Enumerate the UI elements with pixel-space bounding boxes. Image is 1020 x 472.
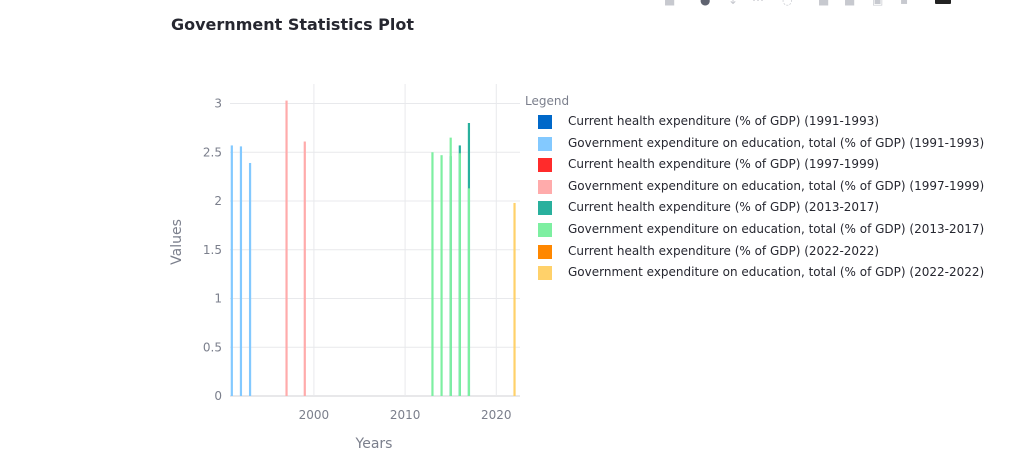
bar-series-6[interactable] (467, 188, 471, 396)
legend-swatch (538, 115, 552, 129)
modebar: ■ ● ↕ ⋯ ◌ ■ ■ ▣ ▪ (660, 0, 960, 10)
legend-label: Current health expenditure (% of GDP) (1… (568, 157, 880, 172)
bar-series-6[interactable] (449, 137, 452, 396)
select-icon[interactable]: ⋯ (752, 0, 764, 7)
camera-icon[interactable]: ■ (664, 0, 676, 7)
x-tick-labels: 2000 2010 2020 (299, 408, 512, 422)
bar-series-6[interactable] (458, 153, 461, 396)
legend-swatch (538, 266, 552, 281)
zoom-icon[interactable]: ● (700, 0, 711, 7)
x-tick-label: 2020 (481, 408, 512, 422)
legend-label: Government expenditure on education, tot… (568, 135, 985, 150)
x-tick-label: 2010 (390, 408, 421, 422)
bar-series-2[interactable] (239, 146, 243, 396)
plotly-logo-icon[interactable] (935, 0, 951, 4)
legend-swatch (538, 201, 552, 216)
bar-series-4[interactable] (303, 141, 306, 396)
x-tick-label: 2000 (299, 408, 330, 422)
legend-item[interactable]: Current health expenditure (% of GDP) (2… (525, 200, 879, 222)
legend-label: Current health expenditure (% of GDP) (2… (568, 243, 880, 258)
lasso-icon[interactable]: ◌ (782, 0, 793, 7)
bar-series-6[interactable] (431, 152, 434, 396)
x-axis-label: Years (355, 436, 393, 452)
y-tick-labels: 0 0.5 1 1.5 2 2.5 3 (203, 97, 222, 404)
legend-item[interactable]: Government expenditure on education, tot… (525, 179, 984, 201)
legend-item[interactable]: Current health expenditure (% of GDP) (1… (525, 114, 879, 136)
legend-swatch (538, 244, 552, 259)
y-tick-label: 2.5 (203, 145, 222, 159)
y-tick-label: 0 (214, 389, 222, 403)
legend-item[interactable]: Government expenditure on education, tot… (525, 136, 984, 158)
bar-series-2[interactable] (230, 145, 233, 396)
legend-items: Current health expenditure (% of GDP) (1… (525, 114, 984, 287)
zoom-out-icon[interactable]: ■ (844, 0, 856, 7)
legend-swatch (538, 179, 552, 194)
y-tick-label: 2 (214, 194, 222, 208)
zoom-in-icon[interactable]: ■ (818, 0, 830, 7)
y-tick-label: 3 (214, 97, 222, 111)
bar-series-8[interactable] (513, 202, 516, 396)
legend-label: Government expenditure on education, tot… (568, 178, 985, 193)
y-axis-label: Values (169, 219, 185, 265)
legend-item[interactable]: Government expenditure on education, tot… (525, 265, 984, 287)
bars (230, 100, 516, 396)
y-tick-label: 0.5 (203, 340, 222, 354)
bar-series-4[interactable] (285, 100, 288, 396)
reset-icon[interactable]: ▪ (900, 0, 909, 7)
legend-swatch (538, 158, 552, 173)
legend-item[interactable]: Current health expenditure (% of GDP) (2… (525, 244, 879, 266)
legend-label: Current health expenditure (% of GDP) (1… (568, 114, 880, 128)
legend-item[interactable]: Government expenditure on education, tot… (525, 222, 984, 244)
legend-swatch (538, 222, 552, 237)
legend-label: Government expenditure on education, tot… (568, 221, 985, 236)
bar-series-6[interactable] (440, 155, 443, 396)
legend-title: Legend (525, 94, 570, 108)
legend-label: Government expenditure on education, tot… (568, 265, 985, 280)
legend-swatch (538, 136, 552, 151)
grid-lines (230, 84, 520, 397)
pan-icon[interactable]: ↕ (728, 0, 739, 7)
legend-label: Current health expenditure (% of GDP) (2… (568, 200, 880, 215)
legend-item[interactable]: Current health expenditure (% of GDP) (1… (525, 157, 879, 179)
bar-series-2[interactable] (248, 162, 252, 396)
y-tick-label: 1.5 (203, 243, 222, 257)
autoscale-icon[interactable]: ▣ (872, 0, 884, 7)
legend: Legend Current health expenditure (% of … (525, 94, 984, 287)
chart-title: Government Statistics Plot (171, 15, 415, 34)
y-tick-label: 1 (214, 292, 222, 306)
